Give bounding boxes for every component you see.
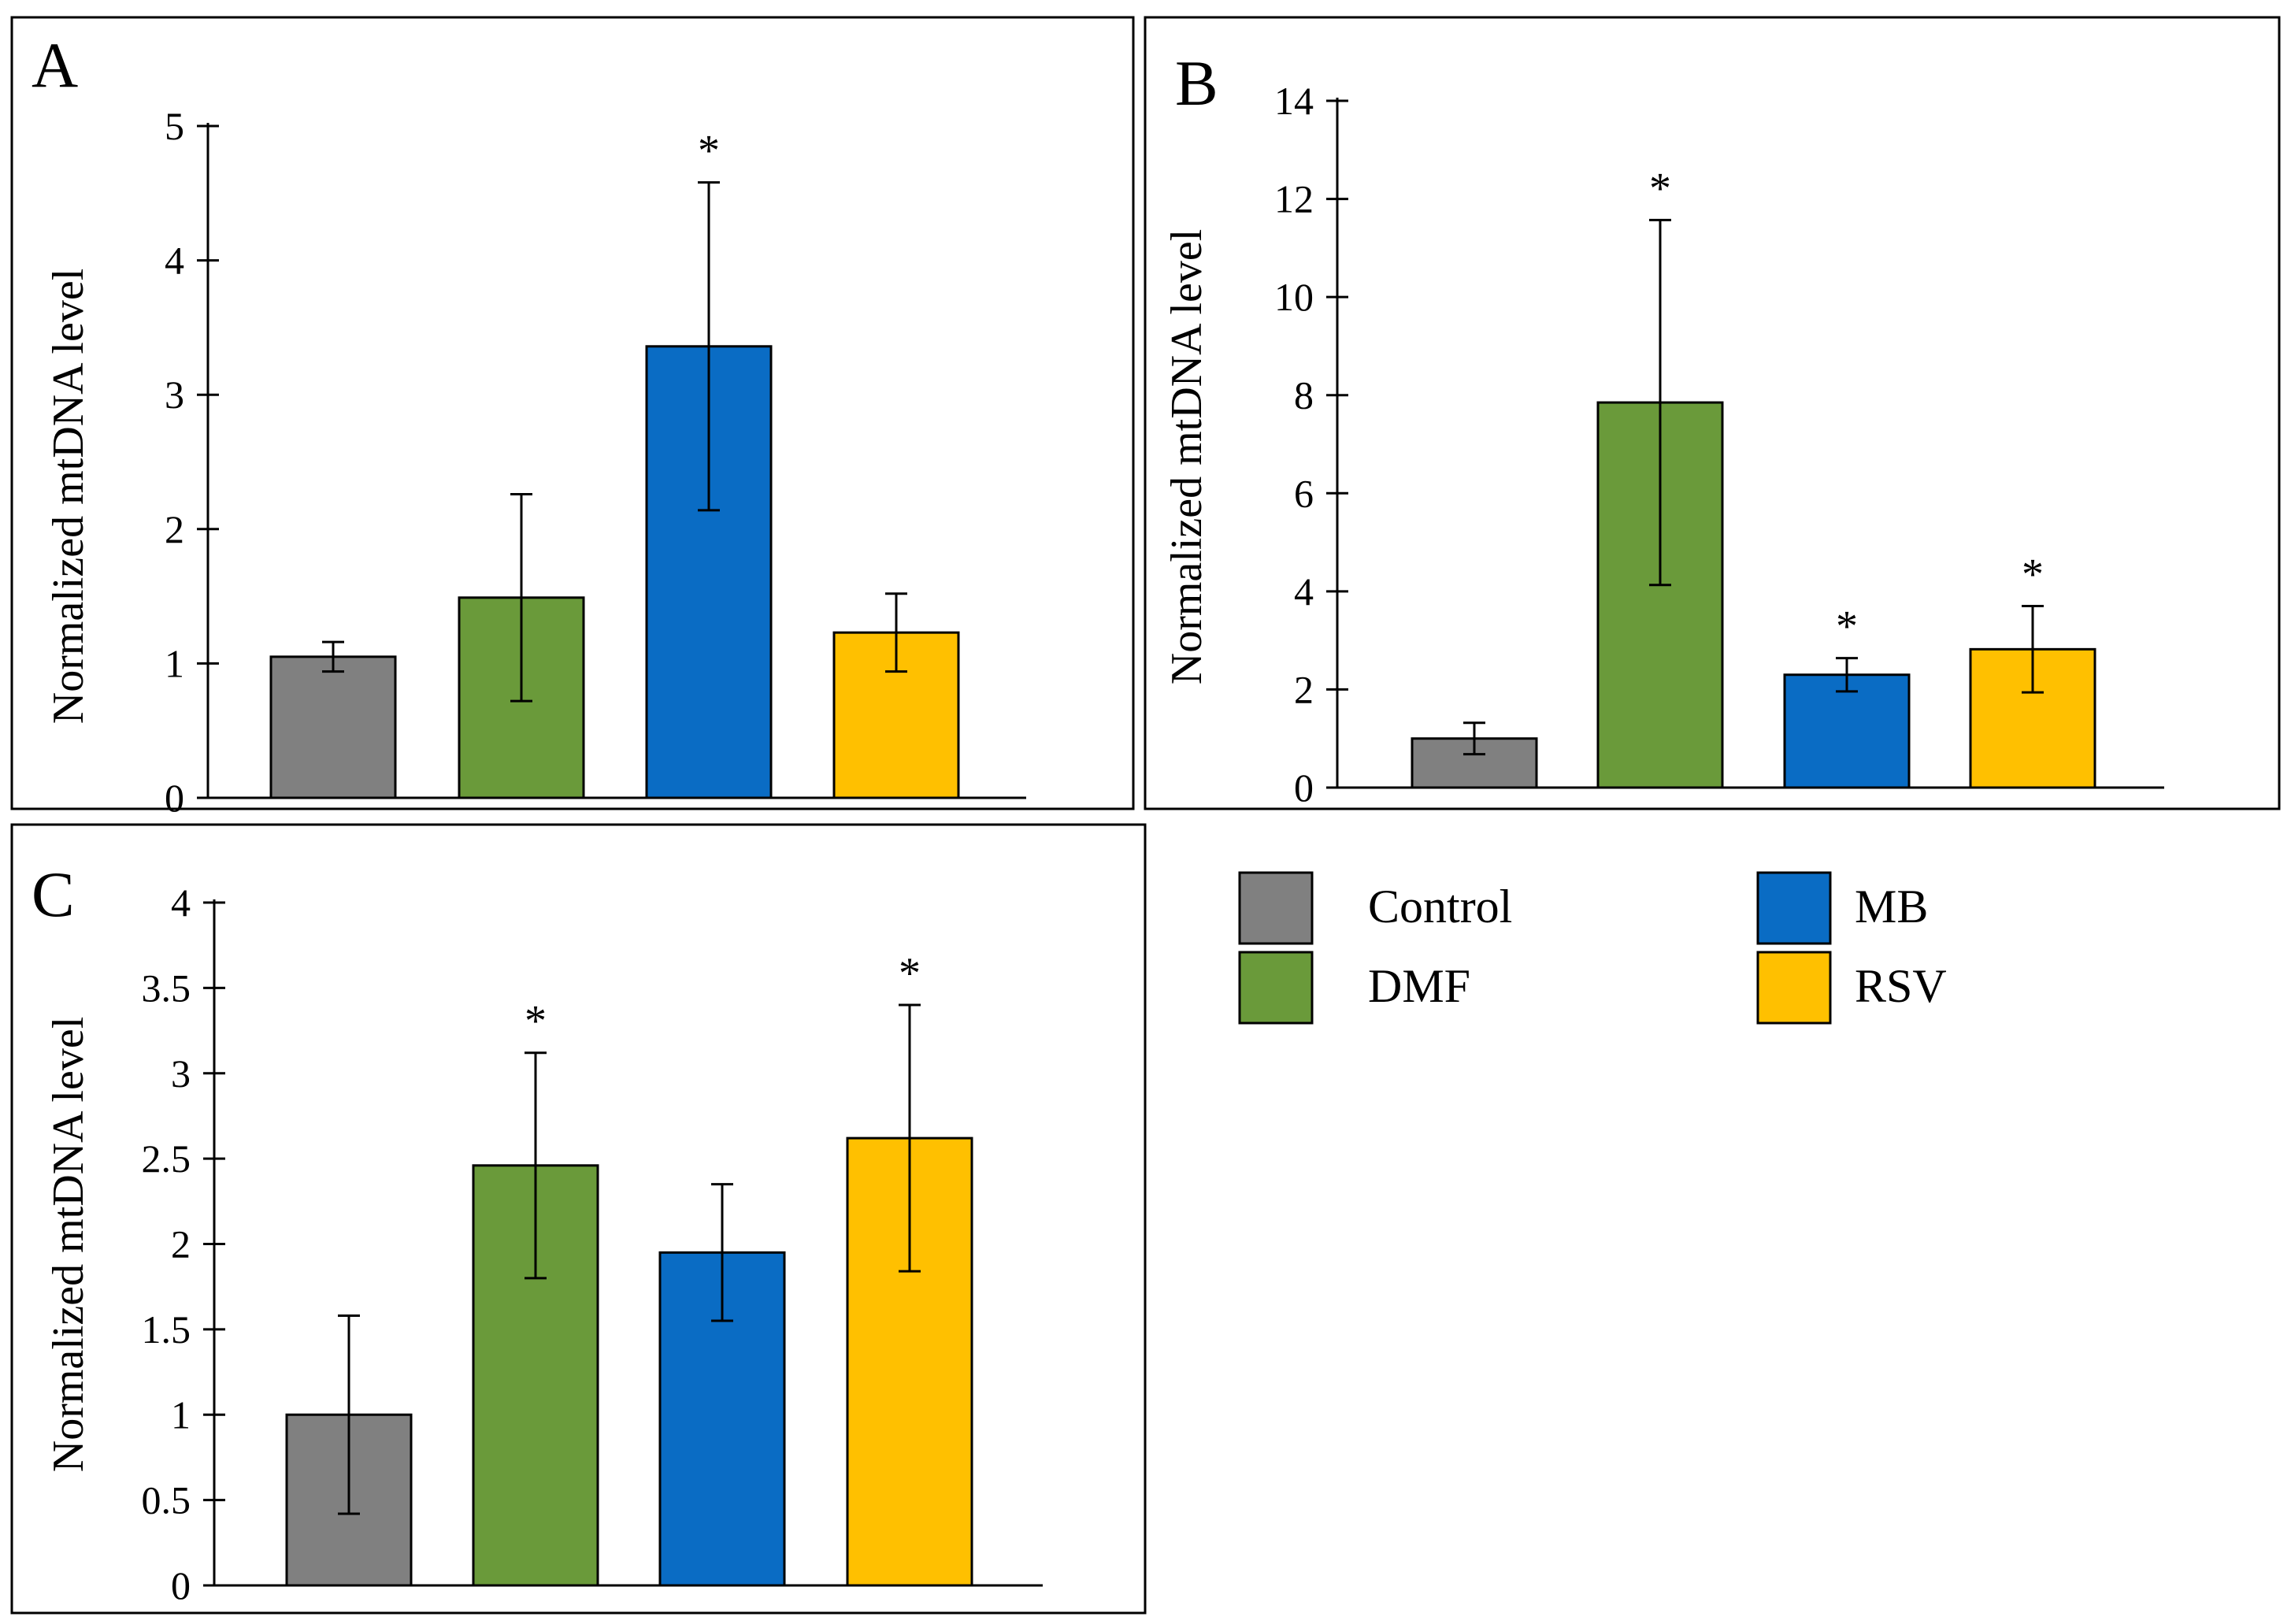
panel-b-significance-star: * xyxy=(1836,603,1858,651)
panel-b-y-tick-label: 4 xyxy=(1294,569,1314,614)
panel-b-y-tick-label: 0 xyxy=(1294,766,1314,810)
panel-b-y-tick-label: 14 xyxy=(1274,79,1314,123)
panel-a-letter: A xyxy=(32,29,78,101)
legend-label-rsv: RSV xyxy=(1855,960,1947,1012)
panel-c-y-tick-label: 0 xyxy=(171,1563,191,1607)
panel-c-letter: C xyxy=(32,858,75,930)
legend-swatch-rsv xyxy=(1756,951,1832,1025)
panel-c-y-tick-label: 4 xyxy=(171,881,191,925)
legend-label-control: Control xyxy=(1368,881,1512,933)
panel-b: B Normalized mtDNA level 0 2 4 6 8 10 12 14 * * * xyxy=(1144,16,2281,810)
panel-a-y-tick-label: 2 xyxy=(165,507,184,551)
panel-a-y-axis-label: Normalized mtDNA level xyxy=(44,269,93,725)
panel-b-y-tick-label: 10 xyxy=(1274,275,1314,319)
panel-c-y-axis-label: Normalized mtDNA level xyxy=(44,1017,93,1473)
panel-c: C Normalized mtDNA level 0 0.5 1 1.5 2 2.5 3 3.5 4… xyxy=(10,823,1147,1615)
panel-a-bar-control xyxy=(269,655,397,799)
panel-b-significance-star: * xyxy=(2022,551,2044,599)
panel-c-y-tick-label: 2 xyxy=(171,1222,191,1266)
panel-a-frame xyxy=(10,16,1135,810)
panel-b-y-tick-label: 6 xyxy=(1294,471,1314,515)
panel-a-y-tick-label: 0 xyxy=(165,776,184,820)
legend-swatch-control xyxy=(1238,871,1314,945)
panel-a-y-tick-label: 1 xyxy=(165,641,184,685)
panel-c-significance-star: * xyxy=(525,997,547,1046)
panel-b-y-tick-label: 8 xyxy=(1294,373,1314,417)
panel-a-y-tick-label: 4 xyxy=(165,239,184,283)
panel-c-y-tick-label: 3.5 xyxy=(142,966,191,1010)
panel-b-letter: B xyxy=(1175,47,1218,119)
panel-b-frame xyxy=(1144,16,2281,810)
panel-a-significance-star: * xyxy=(698,127,720,176)
panel-c-y-tick-label: 0.5 xyxy=(142,1478,191,1522)
panel-b-significance-star: * xyxy=(1649,164,1671,213)
panel-b-y-tick-label: 2 xyxy=(1294,667,1314,711)
legend-swatch-dmf xyxy=(1238,951,1314,1025)
panel-a: A Normalized mtDNA level 0 1 2 3 4 5 * xyxy=(10,16,1135,820)
panel-c-frame xyxy=(10,823,1147,1615)
legend-swatch-mb xyxy=(1756,871,1832,945)
panel-a-y-tick-label: 3 xyxy=(165,373,184,417)
panel-b-y-tick-label: 12 xyxy=(1274,177,1314,221)
panel-c-y-tick-label: 1.5 xyxy=(142,1307,191,1351)
panel-c-y-tick-label: 1 xyxy=(171,1392,191,1437)
legend-label-dmf: DMF xyxy=(1368,960,1470,1012)
panel-b-y-axis-label: Normalized mtDNA level xyxy=(1162,229,1211,685)
panel-a-y-tick-label: 5 xyxy=(165,104,184,148)
panel-c-y-tick-label: 2.5 xyxy=(142,1136,191,1181)
legend: Control DMF MB RSV xyxy=(1238,871,1947,1025)
panel-c-y-tick-label: 3 xyxy=(171,1051,191,1096)
panel-c-significance-star: * xyxy=(899,949,921,998)
legend-label-mb: MB xyxy=(1855,881,1928,933)
